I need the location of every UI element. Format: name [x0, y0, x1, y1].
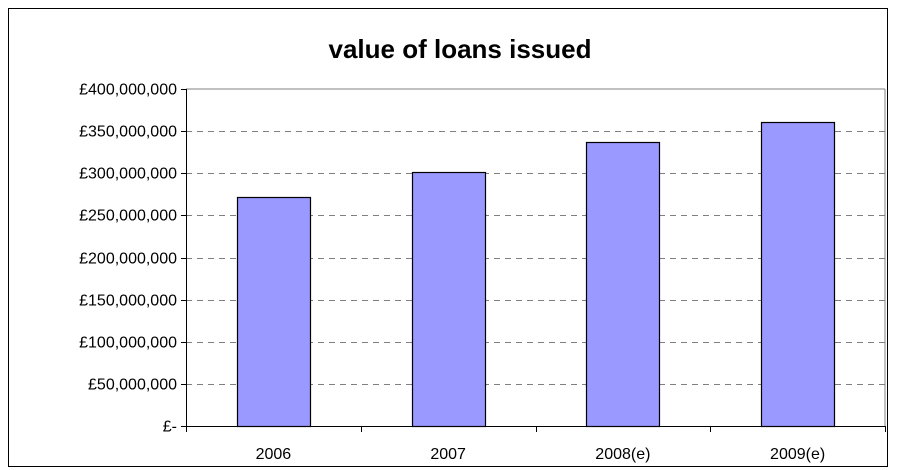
- bar-2007: [411, 171, 487, 428]
- y-tick-label: £250,000,000: [79, 208, 177, 225]
- y-tick-label: £200,000,000: [79, 251, 177, 268]
- y-tick-label: £300,000,000: [79, 166, 177, 183]
- x-tick-label: 2006: [256, 446, 292, 463]
- y-tick-label: £100,000,000: [79, 335, 177, 352]
- bar-2008(e): [585, 141, 661, 428]
- bar-2009(e): [760, 121, 836, 428]
- x-axis-ticks: 2006 2007 2008(e) 2009(e): [256, 446, 826, 463]
- chart-title: value of loans issued: [329, 34, 592, 64]
- axes: [181, 88, 886, 432]
- y-tick-label: £150,000,000: [79, 293, 177, 310]
- bar-2006: [236, 196, 312, 428]
- y-axis-ticks: £- £50,000,000 £100,000,000 £150,000,000 £20…: [79, 82, 177, 436]
- y-tick-label: £400,000,000: [79, 82, 177, 99]
- y-tick-label: £50,000,000: [88, 377, 177, 394]
- bars: [236, 121, 836, 428]
- y-tick-label: £350,000,000: [79, 124, 177, 141]
- x-tick-label: 2008(e): [595, 446, 650, 463]
- x-tick-label: 2009(e): [770, 446, 825, 463]
- y-tick-label: £-: [163, 419, 177, 436]
- x-tick-label: 2007: [430, 446, 466, 463]
